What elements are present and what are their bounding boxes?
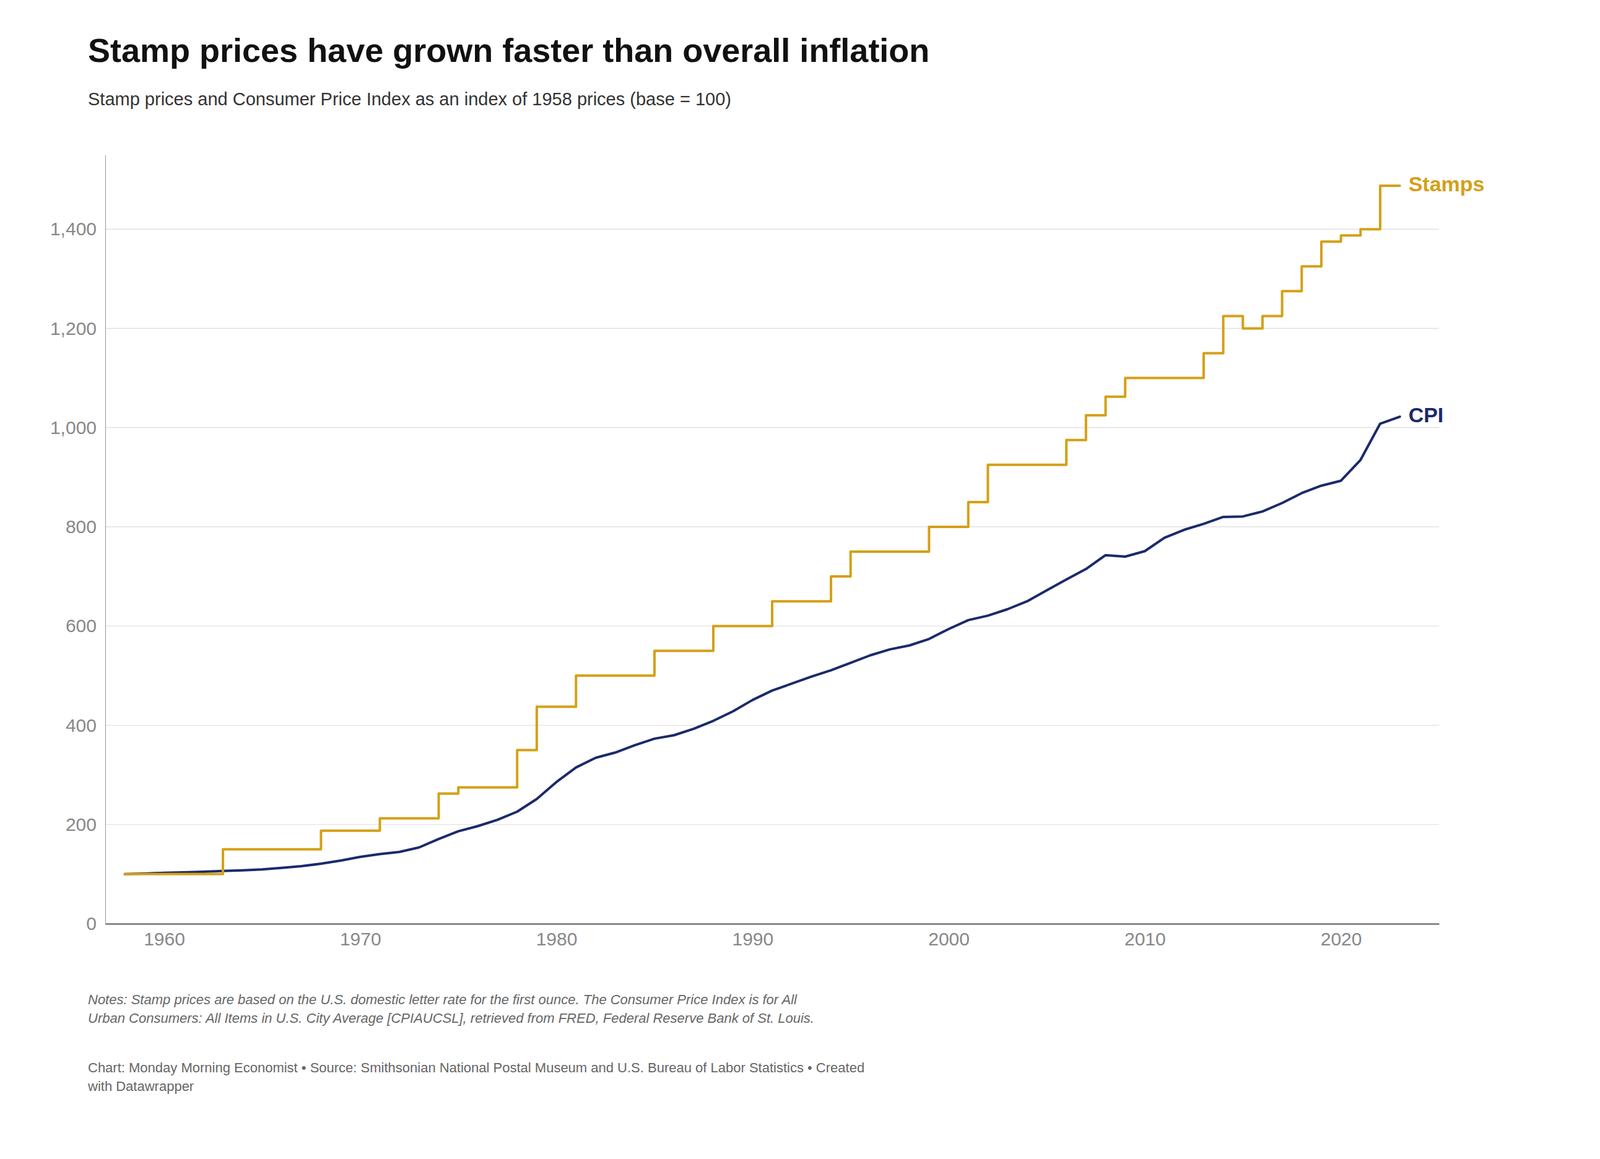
y-tick-label: 1,000 <box>50 417 97 438</box>
y-axis-line <box>105 155 106 925</box>
title: Stamp prices have grown faster than over… <box>87 31 930 69</box>
y-tick-label: 200 <box>65 814 97 835</box>
source-line: with Datawrapper <box>87 1078 194 1095</box>
x-tick: 1990 <box>731 923 774 950</box>
y-tick: 800 <box>65 516 106 537</box>
grid-line <box>105 725 1440 726</box>
x-tick-label: 2010 <box>1124 928 1166 950</box>
x-tick-label: 1990 <box>731 928 774 950</box>
series-line <box>125 185 1400 875</box>
y-tick: 1,200 <box>50 318 106 339</box>
notes: Notes: Stamp prices are based on the U.S… <box>87 991 815 1027</box>
source-line: Chart: Monday Morning Economist • Source… <box>87 1060 865 1076</box>
y-tick-label: 0 <box>86 913 97 934</box>
x-tick: 2020 <box>1320 923 1363 950</box>
x-tick: 2000 <box>928 923 970 950</box>
y-tick-label: 1,200 <box>50 318 97 339</box>
x-tick-label: 1960 <box>143 928 186 950</box>
notes-line: Notes: Stamp prices are based on the U.S… <box>87 991 798 1008</box>
series-label: CPI <box>1408 403 1444 427</box>
y-tick-label: 600 <box>65 615 97 636</box>
grid-line <box>105 526 1440 527</box>
y-tick-label: 400 <box>65 715 97 736</box>
y-tick: 200 <box>65 814 106 835</box>
y-axis: 0 200 400 600 800 1,000 1,200 1,400 <box>50 155 106 935</box>
x-tick: 1970 <box>339 923 382 950</box>
x-tick-label: 2020 <box>1320 928 1363 950</box>
x-tick: 1980 <box>536 923 578 950</box>
x-tick-label: 2000 <box>928 928 970 950</box>
grid-line <box>105 427 1440 428</box>
x-axis: 1960 1970 1980 1990 2000 2010 2020 <box>105 923 1440 950</box>
y-tick-label: 800 <box>65 516 97 537</box>
grid-line <box>105 824 1440 825</box>
y-tick-label: 1,400 <box>50 218 97 240</box>
y-tick: 600 <box>65 615 106 636</box>
y-tick: 0 <box>86 913 106 934</box>
series-line <box>125 416 1400 875</box>
x-tick-label: 1980 <box>536 928 578 950</box>
plot-area <box>125 185 1400 875</box>
line-labels: CPI Stamps <box>1408 172 1485 427</box>
x-axis-line <box>105 923 1440 926</box>
x-tick-label: 1970 <box>339 928 382 950</box>
grid-line <box>105 923 1440 924</box>
grid-line <box>105 328 1440 329</box>
subtitle: Stamp prices and Consumer Price Index as… <box>87 89 732 109</box>
notes-line: Urban Consumers: All Items in U.S. City … <box>87 1010 815 1027</box>
grid-line <box>105 229 1440 230</box>
y-tick: 400 <box>65 715 106 736</box>
x-tick: 2010 <box>1124 923 1166 950</box>
x-tick: 1960 <box>143 923 186 950</box>
series-label: Stamps <box>1408 172 1485 196</box>
chart: Stamp prices have grown faster than over… <box>0 0 1600 1159</box>
y-tick: 1,000 <box>50 417 106 438</box>
grid <box>105 229 1440 924</box>
source: Chart: Monday Morning Economist • Source… <box>87 1060 865 1095</box>
y-tick: 1,400 <box>50 218 106 240</box>
